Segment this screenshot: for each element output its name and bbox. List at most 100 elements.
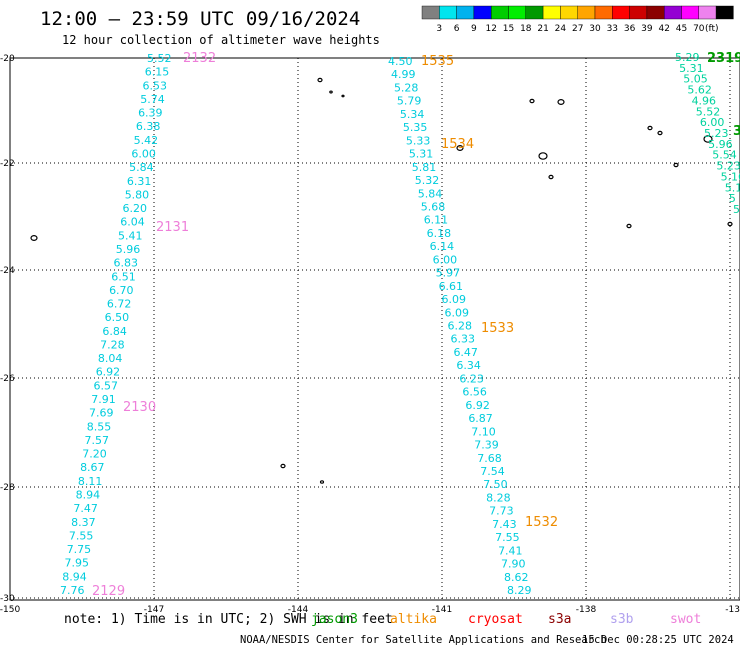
track-1535-value: 6.14 <box>430 240 455 253</box>
page-title: 12:00 – 23:59 UTC 09/16/2024 <box>40 8 361 30</box>
island-outline <box>456 145 464 152</box>
island-outline <box>548 174 554 180</box>
track-2319-value: 5 <box>733 203 740 216</box>
island-outline <box>30 235 38 242</box>
colorbar-tick-label: 36 <box>624 24 636 34</box>
track-1535-value: 5.68 <box>421 200 446 213</box>
track-1535-value: 7.55 <box>495 531 519 544</box>
track-2129-value: 7.47 <box>73 502 98 515</box>
track-1535-value: 7.39 <box>474 439 499 452</box>
track-1535-value: 5.79 <box>397 95 422 108</box>
orbit-label: 2130 <box>123 400 156 415</box>
track-2129-value: 6.53 <box>143 79 168 92</box>
y-tick-label: -24 <box>0 266 15 276</box>
island-outline <box>557 98 565 105</box>
y-tick-label: -30 <box>0 594 15 604</box>
colorbar-tick-label: 18 <box>520 24 532 34</box>
track-1535-value: 5.34 <box>400 108 425 121</box>
track-1535-value: 5.28 <box>394 81 419 94</box>
track-2129-value: 6.00 <box>131 147 156 160</box>
island-outline <box>319 480 325 484</box>
track-2129-value: 8.37 <box>71 516 96 529</box>
track-1535-value: 5.35 <box>403 121 428 134</box>
track-1535-value: 6.56 <box>462 386 487 399</box>
island-outline <box>329 90 333 94</box>
colorbar-tick-label: 27 <box>572 24 583 34</box>
track-1535-value: 7.54 <box>480 465 505 478</box>
x-tick-label: -141 <box>432 605 452 615</box>
track-1535-value: 7.90 <box>501 558 526 571</box>
page-subtitle: 12 hour collection of altimeter wave hei… <box>62 33 380 47</box>
orbit-label: 2132 <box>183 51 216 66</box>
colorbar-tick-label: 24 <box>555 24 567 34</box>
track-2129-value: 6.92 <box>96 366 121 379</box>
island-outline <box>538 152 548 160</box>
orbit-label: 1532 <box>525 515 558 530</box>
track-2319-value: 6.00 <box>700 116 725 129</box>
track-2129-value: 5.84 <box>129 161 154 174</box>
track-2129-value: 7.95 <box>64 557 89 570</box>
y-tick-label: -22 <box>0 159 15 169</box>
track-2129-value: 6.51 <box>111 270 136 283</box>
colorbar-tick-label: 9 <box>471 24 477 34</box>
island-outline <box>727 221 733 227</box>
track-2129-value: 6.57 <box>93 379 118 392</box>
orbit-label: 2319 <box>707 51 740 66</box>
credit-line: NOAA/NESDIS Center for Satellite Applica… <box>240 634 607 646</box>
orbit-label: 3 <box>733 124 740 139</box>
satellite-cryosat: cryosat <box>468 612 523 627</box>
colorbar-unit: (ft) <box>705 24 719 34</box>
track-1535-value: 6.47 <box>453 346 478 359</box>
track-1535-value: 6.09 <box>442 293 467 306</box>
track-2129-value: 8.11 <box>78 475 103 488</box>
track-1535-value: 6.23 <box>459 372 484 385</box>
track-1535-value: 7.43 <box>492 518 517 531</box>
track-1535-value: 8.62 <box>504 571 529 584</box>
track-1535-value: 7.41 <box>498 544 523 557</box>
track-2129-value: 7.69 <box>89 407 114 420</box>
orbit-label: 1534 <box>441 137 474 152</box>
x-tick-label: -13 <box>725 605 740 615</box>
track-1535-value: 7.73 <box>489 505 514 518</box>
track-1535-value: 4.50 <box>388 55 413 68</box>
orbit-label: 2131 <box>156 220 189 235</box>
track-2129-value: 7.28 <box>100 338 125 351</box>
colorbar-tick-label: 33 <box>607 24 618 34</box>
track-1535-value: 6.33 <box>450 333 475 346</box>
track-2129-value: 6.70 <box>109 284 134 297</box>
track-2129-value: 8.55 <box>87 420 112 433</box>
track-1535-value: 6.28 <box>448 320 473 333</box>
satellite-jason3: jason3 <box>311 612 358 627</box>
track-2129-value: 6.50 <box>105 311 130 324</box>
track-2129-value: 6.72 <box>107 298 132 311</box>
track-1535-value: 8.28 <box>486 491 511 504</box>
track-2129-value: 5.74 <box>140 93 165 106</box>
track-2129-value: 6.83 <box>114 257 138 270</box>
track-1535-value: 5.84 <box>418 187 443 200</box>
track-2129-value: 5.42 <box>134 134 159 147</box>
track-2129-value: 6.39 <box>138 107 163 120</box>
track-1535-value: 5.32 <box>415 174 440 187</box>
track-2319-value: 5.05 <box>683 73 708 86</box>
track-2129-value: 5.52 <box>147 52 172 65</box>
track-2129-value: 5.96 <box>116 243 140 256</box>
island-outline <box>673 162 679 168</box>
track-2129-value: 8.94 <box>76 489 101 502</box>
track-2129-value: 6.38 <box>136 120 161 133</box>
island-outline <box>341 94 345 98</box>
track-2319-value: 5.31 <box>679 62 704 75</box>
colorbar-tick-label: 15 <box>503 24 514 34</box>
track-2129-value: 6.84 <box>102 325 127 338</box>
track-2319-value: 5.1 <box>725 181 740 194</box>
track-2319-value: 5.23 <box>704 127 729 140</box>
colorbar-tick-label: 12 <box>485 24 496 34</box>
track-1535-value: 7.68 <box>477 452 502 465</box>
track-2319-value: 5.16 <box>721 170 740 183</box>
track-2319-value: 5.52 <box>696 105 721 118</box>
track-2319-value: 5.23 <box>716 160 740 173</box>
satellite-s3a: s3a <box>548 612 572 627</box>
satellite-swot: swot <box>670 612 702 627</box>
track-2129-value: 8.67 <box>80 461 105 474</box>
colorbar-tick-label: 30 <box>589 24 601 34</box>
